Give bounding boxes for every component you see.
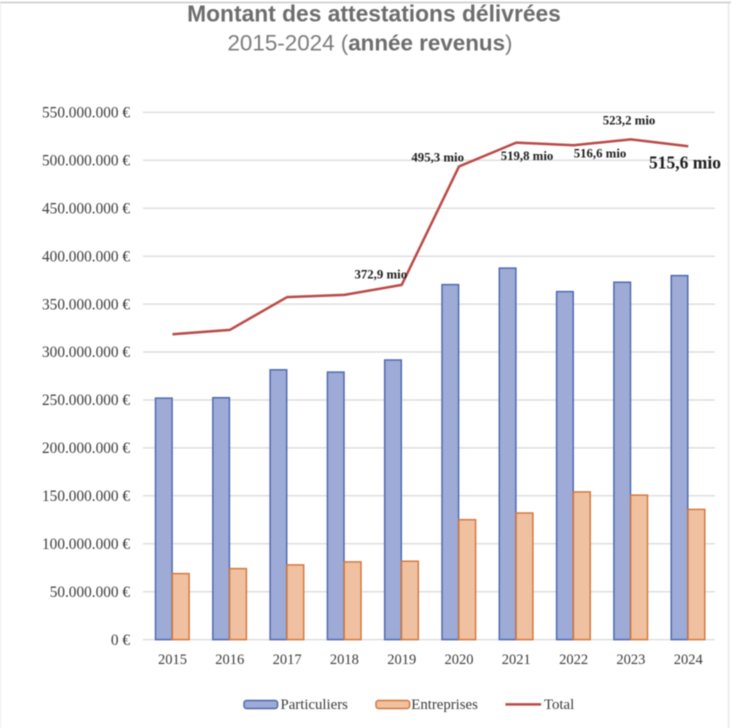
svg-text:500.000.000 €: 500.000.000 € bbox=[42, 153, 130, 170]
svg-text:2018: 2018 bbox=[330, 652, 359, 668]
svg-text:2023: 2023 bbox=[616, 652, 645, 668]
svg-text:200.000.000 €: 200.000.000 € bbox=[42, 440, 130, 457]
svg-text:150.000.000 €: 150.000.000 € bbox=[42, 488, 130, 505]
svg-text:Montant des attestations déliv: Montant des attestations délivrées bbox=[187, 1, 561, 27]
svg-text:2020: 2020 bbox=[445, 652, 474, 668]
svg-text:Total: Total bbox=[544, 697, 574, 713]
svg-text:2015-2024 (année revenus): 2015-2024 (année revenus) bbox=[227, 31, 512, 56]
svg-text:495,3 mio: 495,3 mio bbox=[411, 151, 464, 165]
svg-text:516,6 mio: 516,6 mio bbox=[574, 147, 627, 161]
svg-text:523,2 mio: 523,2 mio bbox=[603, 114, 656, 128]
svg-text:2017: 2017 bbox=[273, 652, 302, 668]
svg-text:50.000.000 €: 50.000.000 € bbox=[50, 584, 131, 601]
svg-text:100.000.000 €: 100.000.000 € bbox=[42, 536, 130, 553]
svg-text:400.000.000 €: 400.000.000 € bbox=[42, 248, 130, 265]
svg-text:2015: 2015 bbox=[158, 652, 187, 668]
svg-text:Entreprises: Entreprises bbox=[411, 697, 478, 713]
svg-text:519,8 mio: 519,8 mio bbox=[501, 149, 554, 163]
svg-text:2016: 2016 bbox=[215, 652, 244, 668]
svg-text:250.000.000 €: 250.000.000 € bbox=[42, 392, 130, 409]
svg-text:350.000.000 €: 350.000.000 € bbox=[42, 296, 130, 313]
svg-text:2022: 2022 bbox=[559, 652, 588, 668]
svg-text:450.000.000 €: 450.000.000 € bbox=[42, 200, 130, 217]
svg-text:0 €: 0 € bbox=[111, 632, 130, 649]
svg-text:Particuliers: Particuliers bbox=[281, 697, 349, 713]
svg-text:550.000.000 €: 550.000.000 € bbox=[42, 105, 130, 122]
svg-text:2024: 2024 bbox=[674, 652, 704, 668]
svg-text:2019: 2019 bbox=[387, 652, 416, 668]
svg-text:372,9 mio: 372,9 mio bbox=[354, 267, 407, 281]
svg-text:300.000.000 €: 300.000.000 € bbox=[42, 344, 130, 361]
svg-text:2021: 2021 bbox=[502, 652, 531, 668]
svg-text:515,6 mio: 515,6 mio bbox=[649, 153, 721, 173]
